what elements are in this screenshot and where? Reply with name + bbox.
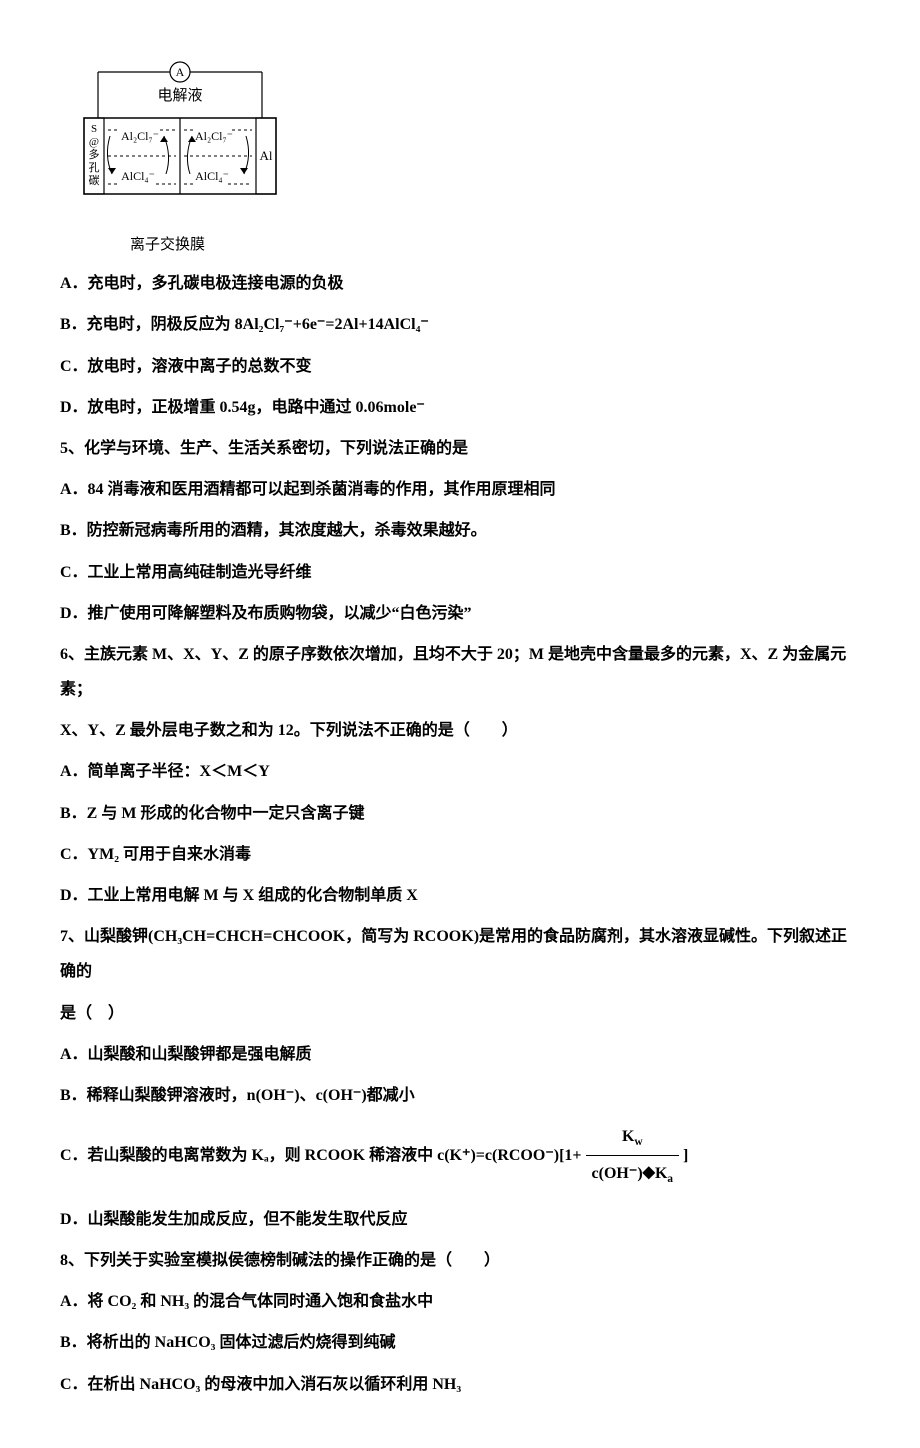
q4-option-c: C．放电时，溶液中离子的总数不变 — [60, 349, 860, 384]
q6-stem-line2: X、Y、Z 最外层电子数之和为 12。下列说法不正确的是（ ） — [60, 713, 860, 748]
right-electrode-label: Al — [260, 148, 273, 163]
electrolyte-label: 电解液 — [157, 87, 202, 104]
q4-option-b: B．充电时，阴极反应为 8Al₂Cl₇⁻+6e⁻=2Al+14AlCl₄⁻ — [60, 307, 860, 342]
q6-stem-line1: 6、主族元素 M、X、Y、Z 的原子序数依次增加，且均不大于 20；M 是地壳中… — [60, 637, 860, 707]
left-species-bottom: AlCl₄⁻ — [121, 169, 155, 183]
svg-text:碳: 碳 — [89, 173, 100, 187]
electrolysis-diagram: A 电解液 S @ 多 孔 碳 Al Al₂Cl₇⁻ Al — [60, 60, 860, 262]
svg-text:S: S — [91, 123, 97, 135]
svg-text:孔: 孔 — [89, 161, 100, 174]
svg-text:多: 多 — [89, 147, 100, 161]
membrane-caption: 离子交换膜 — [130, 229, 860, 262]
q7-option-d: D．山梨酸能发生加成反应，但不能发生取代反应 — [60, 1202, 860, 1237]
q6-option-a: A．简单离子半径：X＜M＜Y — [60, 754, 860, 789]
q8-stem: 8、下列关于实验室模拟侯德榜制碱法的操作正确的是（ ） — [60, 1243, 860, 1278]
q6-option-d: D．工业上常用电解 M 与 X 组成的化合物制单质 X — [60, 878, 860, 913]
q7-c-pre: C．若山梨酸的电离常数为 Kₐ，则 RCOOK 稀溶液中 c(K⁺)=c(RCO… — [60, 1138, 582, 1173]
diagram-svg: A 电解液 S @ 多 孔 碳 Al Al₂Cl₇⁻ Al — [60, 60, 280, 220]
q8-option-c: C．在析出 NaHCO₃ 的母液中加入消石灰以循环利用 NH₃ — [60, 1367, 860, 1402]
q5-stem: 5、化学与环境、生产、生活关系密切，下列说法正确的是 — [60, 431, 860, 466]
q4-option-a: A．充电时，多孔碳电极连接电源的负极 — [60, 266, 860, 301]
q7-c-fraction: Kw c(OH⁻)◆Ka — [586, 1119, 679, 1192]
q5-option-c: C．工业上常用高纯硅制造光导纤维 — [60, 555, 860, 590]
q6-option-c: C．YM₂ 可用于自来水消毒 — [60, 837, 860, 872]
q7-c-post: ] — [683, 1138, 688, 1173]
q7-c-frac-den: c(OH⁻)◆Ka — [586, 1156, 679, 1192]
left-species-top: Al₂Cl₇⁻ — [121, 129, 159, 143]
q4-option-d: D．放电时，正极增重 0.54g，电路中通过 0.06mole⁻ — [60, 390, 860, 425]
q8-option-b: B．将析出的 NaHCO₃ 固体过滤后灼烧得到纯碱 — [60, 1325, 860, 1360]
right-species-top: Al₂Cl₇⁻ — [195, 129, 233, 143]
q7-c-frac-num: Kw — [586, 1119, 679, 1156]
q7-option-b: B．稀释山梨酸钾溶液时，n(OH⁻)、c(OH⁻)都减小 — [60, 1078, 860, 1113]
q5-option-a: A．84 消毒液和医用酒精都可以起到杀菌消毒的作用，其作用原理相同 — [60, 472, 860, 507]
q7-stem-line2: 是（ ） — [60, 996, 860, 1031]
svg-text:@: @ — [89, 136, 99, 148]
right-species-bottom: AlCl₄⁻ — [195, 169, 229, 183]
q5-option-d: D．推广使用可降解塑料及布质购物袋，以减少“白色污染” — [60, 596, 860, 631]
q7-option-c: C．若山梨酸的电离常数为 Kₐ，则 RCOOK 稀溶液中 c(K⁺)=c(RCO… — [60, 1119, 860, 1192]
ammeter-label: A — [176, 65, 185, 79]
q5-option-b: B．防控新冠病毒所用的酒精，其浓度越大，杀毒效果越好。 — [60, 513, 860, 548]
q7-stem-line1: 7、山梨酸钾(CH₃CH=CHCH=CHCOOK，简写为 RCOOK)是常用的食… — [60, 919, 860, 989]
q7-option-a: A．山梨酸和山梨酸钾都是强电解质 — [60, 1037, 860, 1072]
q6-option-b: B．Z 与 M 形成的化合物中一定只含离子键 — [60, 796, 860, 831]
